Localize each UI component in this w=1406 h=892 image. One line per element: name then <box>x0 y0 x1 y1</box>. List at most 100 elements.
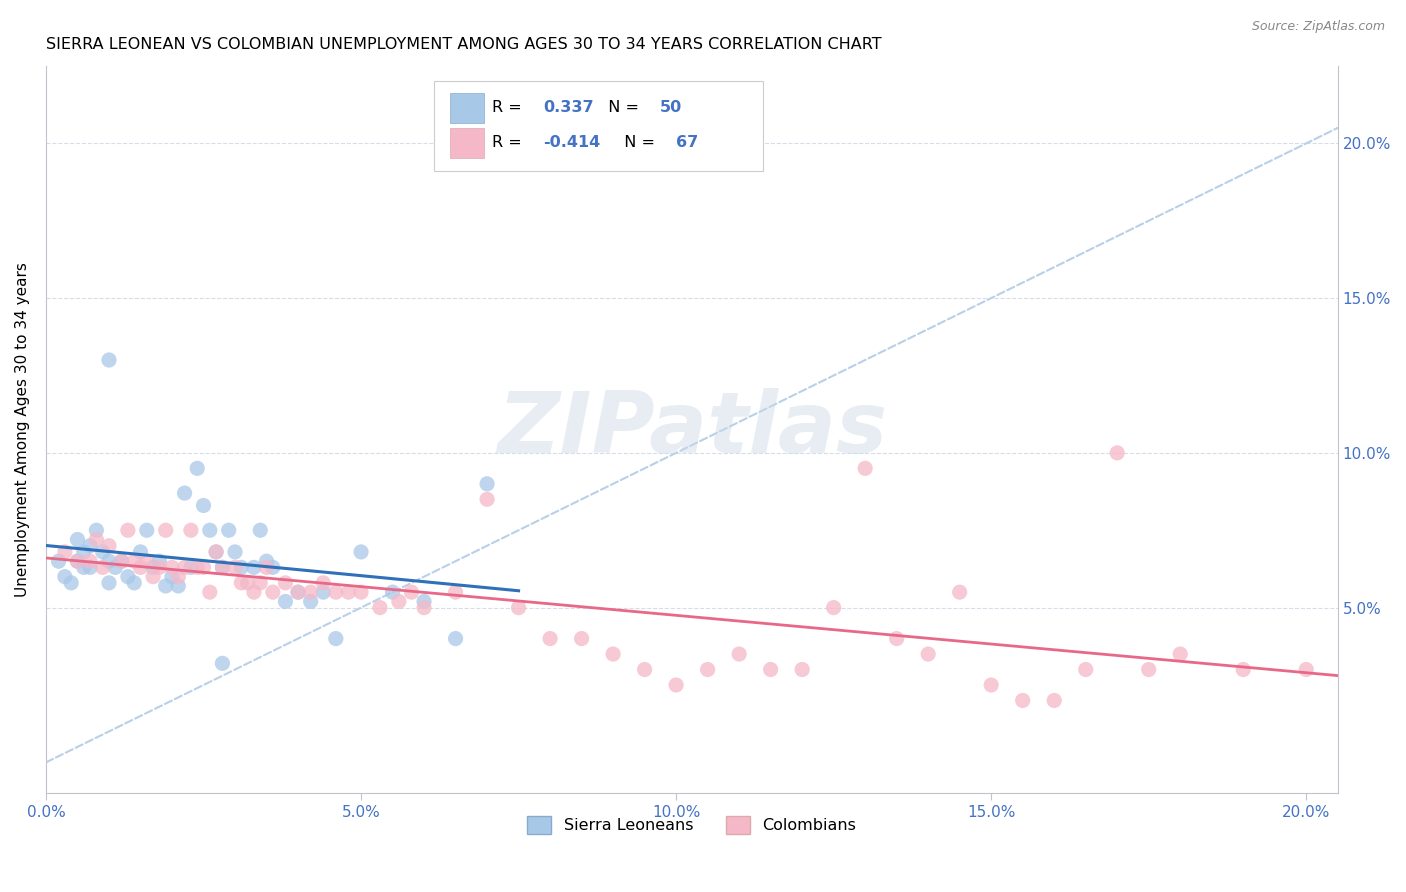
Point <box>665 678 688 692</box>
Point <box>198 523 221 537</box>
Point <box>73 545 96 559</box>
Point <box>299 585 322 599</box>
Point <box>211 657 233 671</box>
Point <box>886 632 908 646</box>
Point <box>173 486 195 500</box>
Point <box>98 575 121 590</box>
Point <box>66 533 89 547</box>
Point <box>633 663 655 677</box>
Point <box>337 585 360 599</box>
Point <box>312 585 335 599</box>
Point <box>274 575 297 590</box>
Point <box>167 579 190 593</box>
Point <box>198 585 221 599</box>
Point <box>167 569 190 583</box>
Text: ZIPatlas: ZIPatlas <box>496 388 887 471</box>
Point <box>110 554 132 568</box>
Point <box>508 600 530 615</box>
Text: R =: R = <box>492 135 526 150</box>
Point <box>444 632 467 646</box>
Point <box>173 560 195 574</box>
Point <box>602 647 624 661</box>
Text: 0.337: 0.337 <box>543 100 593 115</box>
Point <box>256 554 278 568</box>
Text: N =: N = <box>614 135 661 150</box>
Point <box>193 499 215 513</box>
Text: Source: ZipAtlas.com: Source: ZipAtlas.com <box>1251 20 1385 33</box>
Point <box>180 523 202 537</box>
Point <box>66 554 89 568</box>
Point <box>60 575 83 590</box>
Point <box>129 545 152 559</box>
Point <box>350 585 373 599</box>
Point <box>98 353 121 368</box>
Point <box>1232 663 1254 677</box>
Point <box>117 569 139 583</box>
Point <box>129 560 152 574</box>
FancyBboxPatch shape <box>450 93 484 123</box>
Point <box>48 554 70 568</box>
Point <box>243 585 266 599</box>
Text: SIERRA LEONEAN VS COLOMBIAN UNEMPLOYMENT AMONG AGES 30 TO 34 YEARS CORRELATION C: SIERRA LEONEAN VS COLOMBIAN UNEMPLOYMENT… <box>46 37 882 53</box>
Point <box>538 632 561 646</box>
Point <box>98 554 121 568</box>
Point <box>148 554 170 568</box>
Point <box>148 560 170 574</box>
Point <box>1295 663 1317 677</box>
Text: 67: 67 <box>676 135 699 150</box>
Point <box>728 647 751 661</box>
Point <box>287 585 309 599</box>
Point <box>205 545 228 559</box>
Point <box>135 523 157 537</box>
Point <box>949 585 972 599</box>
Point <box>917 647 939 661</box>
Point <box>792 663 814 677</box>
Point <box>312 575 335 590</box>
Point <box>98 539 121 553</box>
Point <box>142 569 165 583</box>
Point <box>122 554 145 568</box>
Point <box>1137 663 1160 677</box>
Point <box>79 560 101 574</box>
Point <box>91 560 114 574</box>
Point <box>104 560 127 574</box>
Point <box>160 560 183 574</box>
Point <box>759 663 782 677</box>
Point <box>186 461 208 475</box>
Text: R =: R = <box>492 100 526 115</box>
Point <box>79 554 101 568</box>
Text: N =: N = <box>598 100 644 115</box>
Point <box>299 594 322 608</box>
Point <box>224 560 246 574</box>
Point <box>853 461 876 475</box>
Point <box>53 569 76 583</box>
Point <box>160 569 183 583</box>
Point <box>53 545 76 559</box>
Point <box>381 585 404 599</box>
Point <box>249 523 271 537</box>
Text: 50: 50 <box>659 100 682 115</box>
Point <box>110 554 132 568</box>
Point <box>1043 693 1066 707</box>
Point <box>155 523 177 537</box>
Point <box>475 476 498 491</box>
Point <box>224 545 246 559</box>
Point <box>243 560 266 574</box>
Point <box>388 594 411 608</box>
Point <box>86 533 108 547</box>
Point <box>180 560 202 574</box>
Point <box>368 600 391 615</box>
Point <box>218 523 240 537</box>
Point <box>401 585 423 599</box>
Point <box>980 678 1002 692</box>
Point <box>135 554 157 568</box>
Point <box>350 545 373 559</box>
Point <box>186 560 208 574</box>
FancyBboxPatch shape <box>450 128 484 159</box>
Point <box>475 492 498 507</box>
Point <box>117 523 139 537</box>
Point <box>205 545 228 559</box>
FancyBboxPatch shape <box>433 80 763 171</box>
Point <box>256 560 278 574</box>
Point <box>211 560 233 574</box>
